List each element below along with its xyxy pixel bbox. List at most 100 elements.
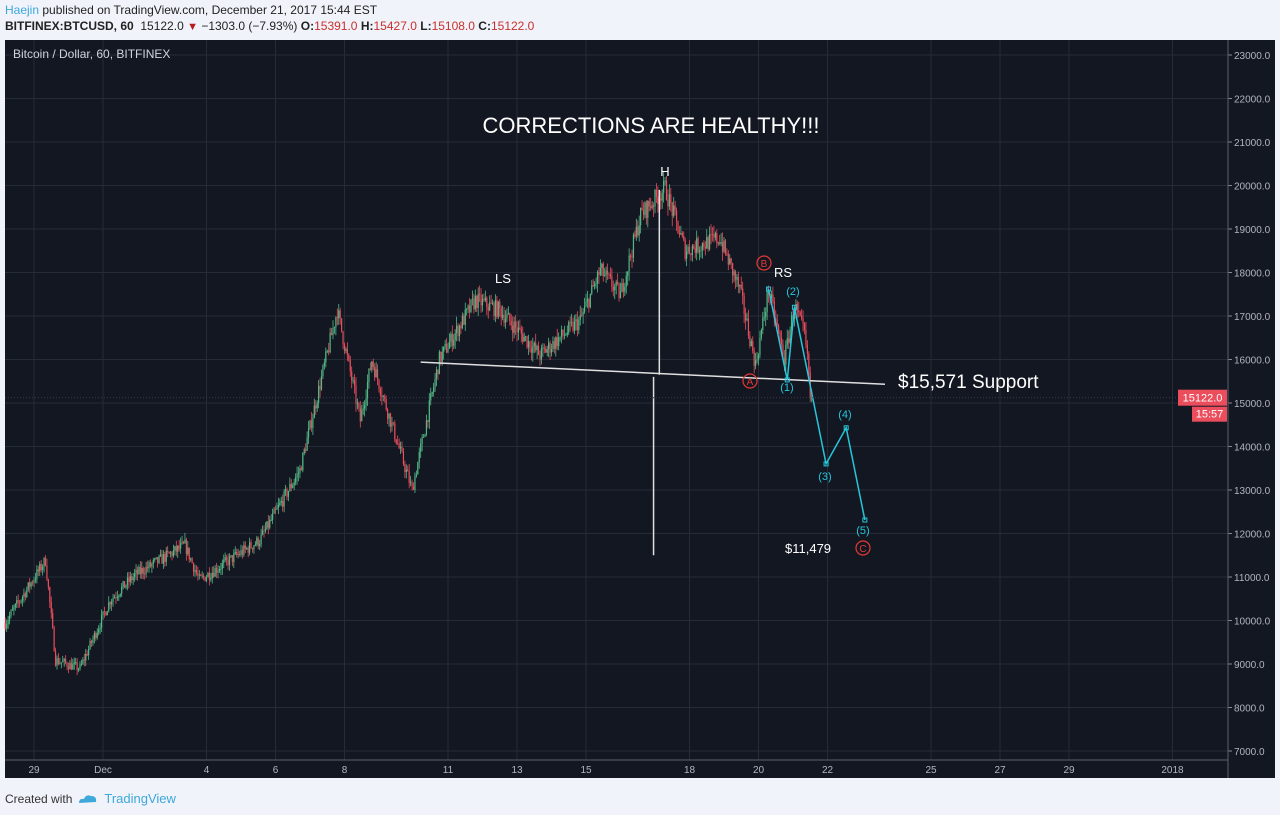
candle-body <box>526 336 528 348</box>
candle-body <box>670 194 672 203</box>
last-price-badge <box>1178 389 1227 406</box>
candle-body <box>21 597 24 601</box>
candle-body <box>507 313 509 315</box>
wave-point-marker <box>823 461 829 467</box>
wave-point-marker <box>862 517 868 523</box>
candle-body <box>47 579 49 588</box>
candle-body <box>387 409 389 419</box>
candle-body <box>710 234 712 235</box>
candle-body <box>757 355 760 360</box>
candle-body <box>264 529 267 532</box>
candle-body <box>8 615 11 621</box>
candle-body <box>292 485 294 488</box>
candle-body <box>545 348 547 353</box>
created-with-text: Created with <box>5 791 73 806</box>
candle-body <box>405 469 407 472</box>
candle-body <box>513 321 515 333</box>
candle-body <box>522 333 524 342</box>
candle-body <box>756 359 758 361</box>
candle-body <box>619 291 622 299</box>
candle-body <box>730 258 732 263</box>
x-tick-label: 27 <box>994 765 1006 776</box>
candle-body <box>106 611 108 616</box>
candle-body <box>389 413 392 427</box>
candle-body <box>582 311 584 316</box>
candle-body <box>609 274 612 277</box>
tradingview-link[interactable]: TradingView <box>104 791 176 806</box>
candle-body <box>618 283 620 299</box>
candle-body <box>82 659 84 664</box>
x-tick-label: 8 <box>342 765 348 776</box>
candle-body <box>602 263 604 276</box>
candle-body <box>467 305 469 309</box>
candle-body <box>263 530 265 532</box>
candle-body <box>394 423 396 440</box>
candle-body <box>707 237 709 250</box>
candle-body <box>648 201 650 207</box>
author-link[interactable]: Haejin <box>5 3 40 17</box>
candle-body <box>135 569 137 574</box>
candle-body <box>411 482 413 487</box>
candle-body <box>69 662 71 670</box>
candle-body <box>315 405 317 409</box>
publish-info: Haejin published on TradingView.com, Dec… <box>5 3 377 17</box>
candle-body <box>737 276 739 287</box>
candle-body <box>732 262 734 276</box>
y-tick-label: 22000.0 <box>1234 95 1271 106</box>
candle-body <box>276 507 278 510</box>
x-tick-label: 11 <box>443 765 454 776</box>
candle-body <box>30 582 32 587</box>
x-tick-label: 29 <box>1063 765 1075 776</box>
candle-body <box>559 336 561 338</box>
candle-body <box>487 307 489 311</box>
candle-body <box>185 539 187 555</box>
candle-body <box>717 242 719 244</box>
candle-body <box>657 196 659 205</box>
candle-body <box>256 537 258 545</box>
candle-body <box>217 570 219 573</box>
candle-body <box>368 368 370 382</box>
candle-body <box>632 234 635 258</box>
candle-body <box>540 347 543 360</box>
candle-body <box>655 190 658 197</box>
candle-body <box>43 557 45 567</box>
candle-body <box>122 581 124 587</box>
symbol: BITFINEX:BTCUSD, 60 <box>5 19 134 33</box>
candle-body <box>86 653 88 656</box>
price-chart[interactable]: 23000.0 22000.0 21000.0 20000.0 19000.0 18000… <box>0 0 1280 790</box>
candle-body <box>671 202 673 216</box>
candle-body <box>412 486 415 491</box>
candle-body <box>562 329 564 336</box>
candle-body <box>335 317 337 328</box>
candle-body <box>775 318 777 320</box>
candle-body <box>226 557 228 560</box>
candle-body <box>631 257 633 258</box>
candle-body <box>681 233 683 237</box>
candle-body <box>283 491 285 507</box>
candle-body <box>171 552 173 557</box>
elliott-wave-path <box>767 288 866 521</box>
candle-body <box>786 338 788 345</box>
x-tick-label: 15 <box>580 765 592 776</box>
candle-body <box>375 369 377 378</box>
candle-body <box>339 310 341 319</box>
candle-body <box>42 566 44 571</box>
candle-body <box>353 380 356 386</box>
candle-body <box>111 601 113 605</box>
candle-body <box>525 336 527 338</box>
candle-body <box>210 578 212 580</box>
candle-body <box>606 270 609 275</box>
candle-body <box>332 327 334 336</box>
candle-body <box>6 624 8 629</box>
candle-body <box>575 319 577 322</box>
left-shoulder-label: LS <box>495 271 511 286</box>
candle-body <box>113 597 116 599</box>
candle-body <box>497 301 499 317</box>
candle-body <box>553 341 555 349</box>
candle-body <box>359 407 361 422</box>
candle-body <box>181 541 183 544</box>
candle-body <box>678 233 681 235</box>
candle-body <box>795 304 797 311</box>
open-value: 15391.0 <box>314 19 358 33</box>
candle-body <box>31 582 34 584</box>
